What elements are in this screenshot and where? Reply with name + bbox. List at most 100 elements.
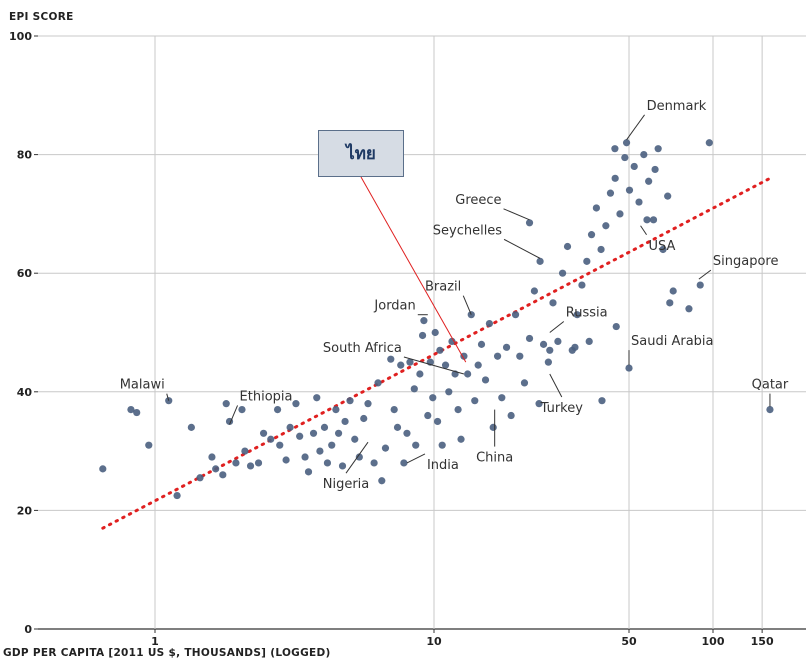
trend-line [101,176,772,530]
y-tick-label: 0 [24,623,32,636]
annotation-label: USA [649,239,676,254]
data-point [597,245,605,254]
annotation-leader [503,238,541,259]
data-point [583,257,591,265]
annotation-label: Turkey [540,401,584,416]
annotation-leader [626,114,645,141]
data-point [544,358,552,366]
data-point [592,204,600,212]
grid-lines [38,35,806,630]
data-point [406,358,414,366]
data-point [438,441,446,449]
data-point [254,459,263,467]
annotation-label: Denmark [647,99,707,114]
data-point [525,334,534,343]
data-point [267,435,275,443]
data-point [412,441,420,449]
annotation-label: Singapore [713,254,779,269]
data-point [390,405,398,414]
data-point [558,269,567,277]
data-point [173,491,181,500]
data-point [328,441,336,449]
data-point [424,411,432,420]
data-point [498,394,506,402]
data-point [196,474,204,482]
data-points [99,139,774,500]
x-tick-label: 10 [426,635,442,648]
data-point [705,139,713,147]
data-point [493,352,502,360]
data-point [520,379,529,387]
x-tick-label: 50 [621,635,637,648]
data-point [464,370,472,378]
data-point [546,346,554,354]
data-point [563,242,572,251]
callout-leader-line [360,176,467,363]
data-point [364,400,372,408]
data-point [664,192,672,200]
data-point [232,459,240,467]
trend-line-path [101,176,772,530]
data-point [481,376,490,384]
annotation-label: Brazil [425,280,461,295]
data-point [530,287,538,295]
data-point [246,462,255,470]
data-point [418,331,427,340]
data-point [659,245,667,254]
data-point [525,219,534,227]
data-point [602,222,610,230]
data-point [643,216,651,224]
data-point [351,435,359,443]
data-point [441,361,450,369]
data-point [585,337,593,345]
data-point [292,400,300,408]
data-point [474,361,482,369]
data-point [611,145,619,153]
data-point [360,414,368,423]
callout-line [360,176,467,363]
data-point [587,231,596,239]
annotation-label: Saudi Arabia [631,334,714,349]
data-point [187,423,195,431]
annotation-leader [406,453,426,464]
data-point [489,423,497,431]
data-point [304,468,313,476]
data-point [355,453,363,461]
data-point [669,287,677,295]
data-point [606,189,615,197]
data-point [598,397,606,405]
data-point [549,299,557,307]
data-point [286,423,294,431]
y-tick-label: 20 [17,504,33,517]
y-axis-title: EPI SCORE [9,11,74,23]
data-point [241,447,249,455]
data-point [621,153,629,162]
data-point [378,477,386,485]
data-point [516,352,524,360]
data-point [387,355,395,363]
data-point [649,216,658,224]
data-point [212,465,220,473]
data-point [654,145,662,153]
annotation-leader [462,295,472,315]
data-point [133,408,141,417]
data-point [410,385,418,393]
data-point [397,361,405,369]
data-point [630,162,638,171]
data-point [313,394,321,402]
annotation-label: India [427,458,459,473]
data-point [145,441,153,449]
data-point [666,299,674,307]
y-tick-label: 80 [17,149,33,162]
annotation-label: South Africa [323,341,402,356]
data-point [334,429,343,437]
annotation-leader [640,225,647,236]
data-point [454,405,462,414]
data-point [511,311,520,319]
y-tick-label: 40 [17,386,33,399]
data-point [127,405,135,414]
x-axis-title: GDP PER CAPITA [2011 US $, THOUSANDS] (L… [3,647,331,659]
data-point [616,210,624,218]
data-point [645,177,653,185]
data-point [460,352,468,360]
